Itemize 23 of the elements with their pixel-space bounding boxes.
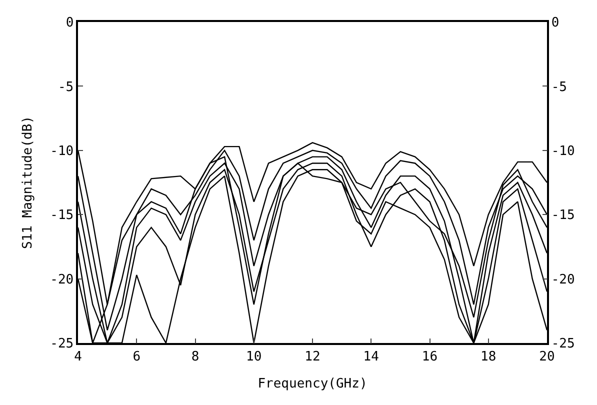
x-tick-label: 18: [480, 349, 496, 364]
y2-tick-label: 0: [551, 16, 560, 31]
x-tick-label: 10: [246, 349, 262, 364]
y2-tick-label: -20: [551, 272, 575, 288]
y-tick-label: -20: [50, 272, 74, 288]
y-tick-label: -15: [50, 208, 74, 224]
x-tick-label: 6: [132, 349, 141, 364]
x-tick-label: 16: [422, 349, 438, 364]
y-tick-label: 0: [66, 16, 74, 31]
x-tick-label: 12: [304, 349, 320, 364]
y2-tick-label: -15: [551, 208, 575, 224]
y2-tick-label: -10: [551, 144, 575, 159]
x-tick-label: 20: [539, 349, 555, 364]
x-tick-label: 4: [74, 349, 82, 364]
y-axis-title: S11 Magnitude(dB): [20, 116, 36, 250]
y2-tick-label: -5: [551, 80, 568, 95]
y-tick-label: -5: [58, 80, 74, 95]
x-tick-label: 8: [191, 349, 200, 364]
x-tick-label: 14: [363, 349, 380, 364]
y2-tick-label: -25: [551, 336, 575, 352]
y-tick-label: -10: [50, 144, 74, 159]
x-axis-title: Frequency(GHz): [258, 376, 368, 392]
y-tick-label: -25: [50, 336, 74, 352]
